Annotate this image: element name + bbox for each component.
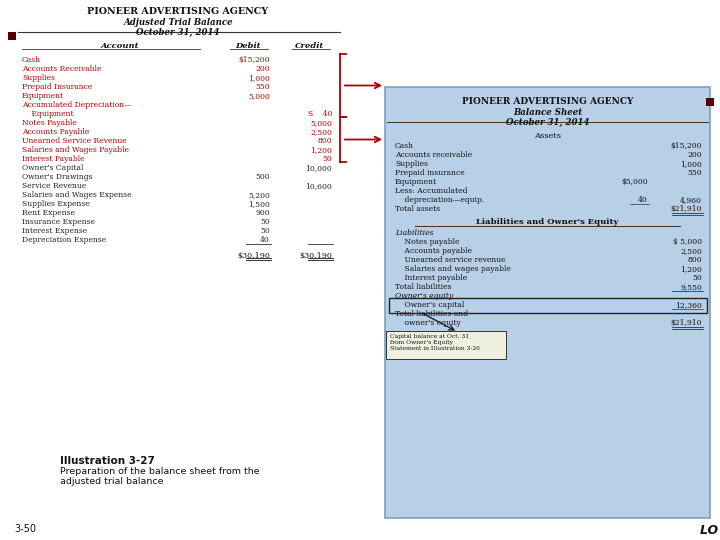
Text: Owner's Capital: Owner's Capital bbox=[22, 164, 84, 172]
Text: $15,200: $15,200 bbox=[670, 142, 702, 150]
Text: 50: 50 bbox=[323, 155, 332, 163]
Text: Total liabilities: Total liabilities bbox=[395, 283, 451, 291]
Text: $ 5,000: $ 5,000 bbox=[673, 238, 702, 246]
Text: 40: 40 bbox=[638, 196, 648, 204]
Text: 1,000: 1,000 bbox=[248, 74, 270, 82]
Text: 5,000: 5,000 bbox=[248, 92, 270, 100]
Text: 5,200: 5,200 bbox=[248, 191, 270, 199]
Text: Prepaid insurance: Prepaid insurance bbox=[395, 169, 464, 177]
Text: PIONEER ADVERTISING AGENCY: PIONEER ADVERTISING AGENCY bbox=[462, 97, 633, 106]
Text: 3-50: 3-50 bbox=[14, 524, 36, 534]
Text: 40: 40 bbox=[260, 236, 270, 244]
Bar bbox=[385, 87, 710, 518]
Text: Supplies: Supplies bbox=[395, 160, 428, 168]
Text: October 31, 2014: October 31, 2014 bbox=[136, 28, 220, 37]
Text: Total assets: Total assets bbox=[395, 205, 440, 213]
Text: Less: Accumulated: Less: Accumulated bbox=[395, 187, 467, 195]
Text: Notes payable: Notes payable bbox=[395, 238, 459, 246]
Text: Owner's Drawings: Owner's Drawings bbox=[22, 173, 92, 181]
Text: Assets: Assets bbox=[534, 132, 561, 140]
Text: Liabilities: Liabilities bbox=[395, 229, 433, 237]
Text: Accounts receivable: Accounts receivable bbox=[395, 151, 472, 159]
Text: 1,200: 1,200 bbox=[680, 265, 702, 273]
Text: 50: 50 bbox=[260, 227, 270, 235]
Text: Rent Expense: Rent Expense bbox=[22, 209, 75, 217]
Text: Depreciation Expense: Depreciation Expense bbox=[22, 236, 107, 244]
Text: $21,910: $21,910 bbox=[670, 319, 702, 327]
Text: Accumulated Depreciation—: Accumulated Depreciation— bbox=[22, 101, 132, 109]
Text: Adjusted Trial Balance: Adjusted Trial Balance bbox=[123, 18, 233, 27]
Text: Salaries and Wages Expense: Salaries and Wages Expense bbox=[22, 191, 132, 199]
Text: $30,190: $30,190 bbox=[299, 252, 332, 260]
Text: Accounts payable: Accounts payable bbox=[395, 247, 472, 255]
Text: Liabilities and Owner's Equity: Liabilities and Owner's Equity bbox=[477, 218, 618, 226]
Text: Account: Account bbox=[101, 42, 139, 50]
Text: 550: 550 bbox=[256, 83, 270, 91]
Text: $30,190: $30,190 bbox=[237, 252, 270, 260]
Text: Cash: Cash bbox=[395, 142, 414, 150]
Text: 1,200: 1,200 bbox=[310, 146, 332, 154]
Text: Supplies Expense: Supplies Expense bbox=[22, 200, 90, 208]
Text: Accounts Receivable: Accounts Receivable bbox=[22, 65, 102, 73]
Text: Supplies: Supplies bbox=[22, 74, 55, 82]
Text: owner's equity: owner's equity bbox=[395, 319, 461, 327]
Text: 800: 800 bbox=[688, 256, 702, 264]
Text: October 31, 2014: October 31, 2014 bbox=[505, 118, 589, 127]
Text: 2,500: 2,500 bbox=[680, 247, 702, 255]
Text: 2,500: 2,500 bbox=[310, 128, 332, 136]
Text: 800: 800 bbox=[318, 137, 332, 145]
Text: Debit: Debit bbox=[235, 42, 261, 50]
Text: Equipment: Equipment bbox=[22, 92, 64, 100]
Text: Illustration 3-27: Illustration 3-27 bbox=[60, 456, 155, 466]
Text: 50: 50 bbox=[260, 218, 270, 226]
Text: 500: 500 bbox=[256, 173, 270, 181]
Text: Interest Expense: Interest Expense bbox=[22, 227, 87, 235]
Text: S    40: S 40 bbox=[307, 110, 332, 118]
Text: Notes Payable: Notes Payable bbox=[22, 119, 77, 127]
Text: depreciation—equip.: depreciation—equip. bbox=[395, 196, 485, 204]
Text: Unearned service revenue: Unearned service revenue bbox=[395, 256, 505, 264]
Text: Balance Sheet: Balance Sheet bbox=[513, 108, 582, 117]
Text: 50: 50 bbox=[692, 274, 702, 282]
Text: Prepaid Insurance: Prepaid Insurance bbox=[22, 83, 92, 91]
Text: 10,600: 10,600 bbox=[305, 182, 332, 190]
Text: 200: 200 bbox=[256, 65, 270, 73]
Text: 1,000: 1,000 bbox=[680, 160, 702, 168]
Text: Credit: Credit bbox=[295, 42, 325, 50]
Text: Owner's equity: Owner's equity bbox=[395, 292, 454, 300]
Text: Equipment: Equipment bbox=[22, 110, 73, 118]
Text: Interest Payable: Interest Payable bbox=[22, 155, 85, 163]
Text: PIONEER ADVERTISING AGENCY: PIONEER ADVERTISING AGENCY bbox=[87, 7, 269, 16]
Text: Salaries and Wages Payable: Salaries and Wages Payable bbox=[22, 146, 129, 154]
Text: Total liabilities and: Total liabilities and bbox=[395, 310, 468, 318]
Text: 10,000: 10,000 bbox=[305, 164, 332, 172]
Text: 200: 200 bbox=[688, 151, 702, 159]
Text: $15,200: $15,200 bbox=[238, 56, 270, 64]
Text: Service Revenue: Service Revenue bbox=[22, 182, 86, 190]
Text: Owner's capital: Owner's capital bbox=[395, 301, 464, 309]
Text: 550: 550 bbox=[688, 169, 702, 177]
Text: 4,960: 4,960 bbox=[680, 196, 702, 204]
Text: LO 6: LO 6 bbox=[700, 524, 720, 537]
Text: Equipment: Equipment bbox=[395, 178, 437, 186]
Text: 1,500: 1,500 bbox=[248, 200, 270, 208]
Text: Cash: Cash bbox=[22, 56, 41, 64]
FancyBboxPatch shape bbox=[386, 331, 506, 359]
Text: 9,550: 9,550 bbox=[680, 283, 702, 291]
Text: Salaries and wages payable: Salaries and wages payable bbox=[395, 265, 511, 273]
Text: $5,000: $5,000 bbox=[621, 178, 648, 186]
Text: Unearned Service Revenue: Unearned Service Revenue bbox=[22, 137, 127, 145]
Bar bbox=[8, 32, 16, 40]
Text: 12,360: 12,360 bbox=[675, 301, 702, 309]
Text: Accounts Payable: Accounts Payable bbox=[22, 128, 89, 136]
Text: 5,000: 5,000 bbox=[310, 119, 332, 127]
Text: Insurance Expense: Insurance Expense bbox=[22, 218, 95, 226]
Text: Capital balance at Oct. 31
from Owner's Equity
Statement in Illustration 3-26: Capital balance at Oct. 31 from Owner's … bbox=[390, 334, 480, 350]
Text: Interest payable: Interest payable bbox=[395, 274, 467, 282]
Text: 900: 900 bbox=[256, 209, 270, 217]
Bar bbox=[706, 98, 714, 106]
Text: Preparation of the balance sheet from the
adjusted trial balance: Preparation of the balance sheet from th… bbox=[60, 467, 260, 487]
Text: $21,910: $21,910 bbox=[670, 205, 702, 213]
